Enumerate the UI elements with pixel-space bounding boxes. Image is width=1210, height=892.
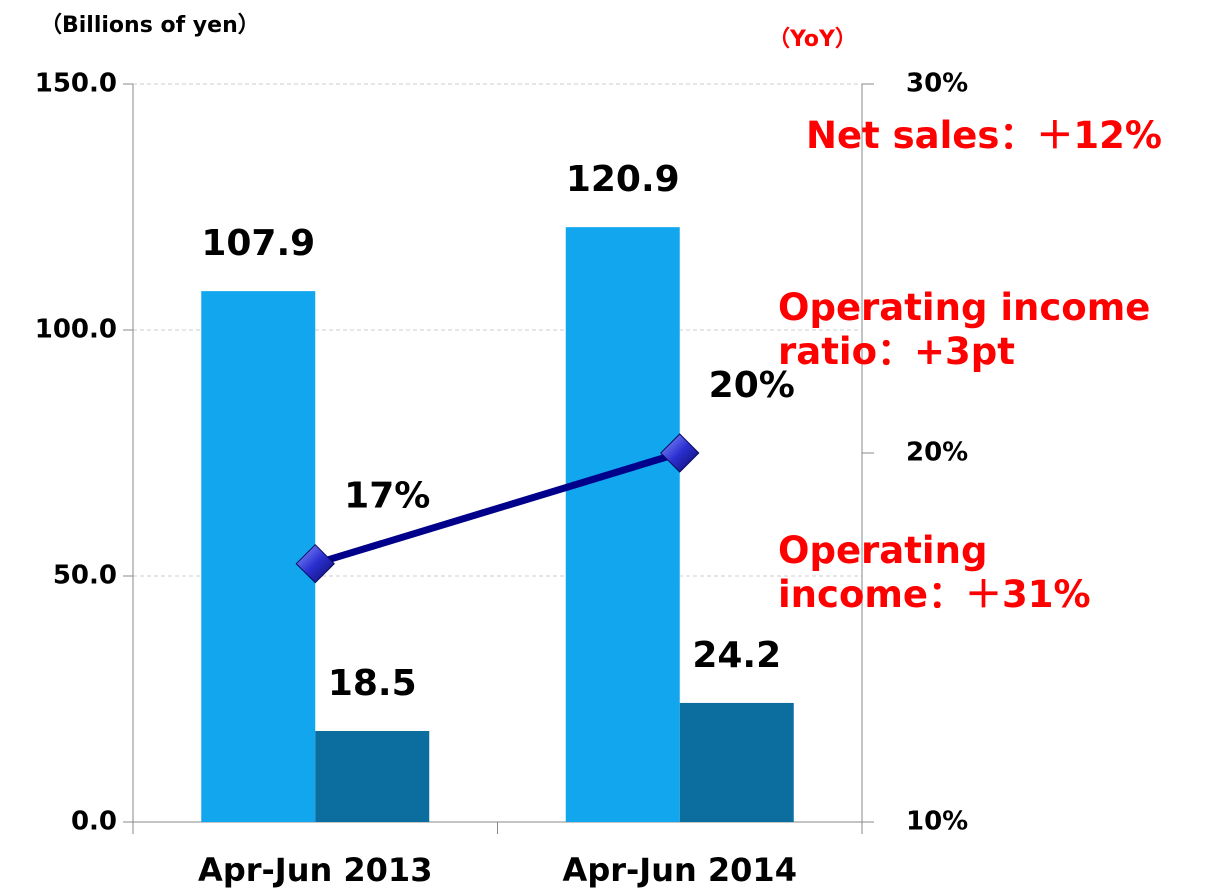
line-marker [660, 433, 700, 473]
y2-tick-label: 30% [906, 69, 968, 99]
bar [679, 702, 794, 822]
y2-tick-label: 20% [906, 438, 968, 468]
annotation-line: income：＋31% [778, 573, 1091, 616]
x-tick-label: Apr-Jun 2013 [198, 851, 432, 889]
line-value-label: 17% [344, 476, 430, 517]
y-tick-label: 150.0 [35, 69, 117, 99]
annotation: Operating income ratio：+3pt [778, 286, 1150, 374]
bar [565, 227, 680, 822]
bar [201, 291, 316, 823]
bar-value-label: 107.9 [201, 223, 315, 264]
line [314, 449, 681, 568]
bar-value-label: 120.9 [566, 159, 680, 200]
y2-tick-label: 10% [906, 807, 968, 837]
y-tick-label: 0.0 [71, 807, 117, 837]
annotation: Operating income：＋31% [778, 529, 1091, 617]
y2-axis-label: （YoY） [768, 27, 857, 52]
annotation-line: Net sales：＋12% [806, 114, 1162, 157]
annotation: Net sales：＋12% [806, 114, 1162, 158]
y-tick-label: 100.0 [35, 315, 117, 345]
y-axis-label: （Billions of yen） [40, 13, 260, 38]
line-marker [295, 543, 335, 584]
annotation-line: Operating income [778, 286, 1151, 329]
annotation-line: ratio：+3pt [778, 330, 1015, 373]
annotation-line: Operating [778, 529, 988, 572]
line-value-label: 20% [709, 365, 795, 406]
x-tick-label: Apr-Jun 2014 [563, 851, 797, 889]
bar [315, 730, 430, 822]
bar-value-label: 18.5 [328, 663, 417, 704]
y-tick-label: 50.0 [53, 561, 117, 591]
bar-value-label: 24.2 [692, 635, 781, 676]
